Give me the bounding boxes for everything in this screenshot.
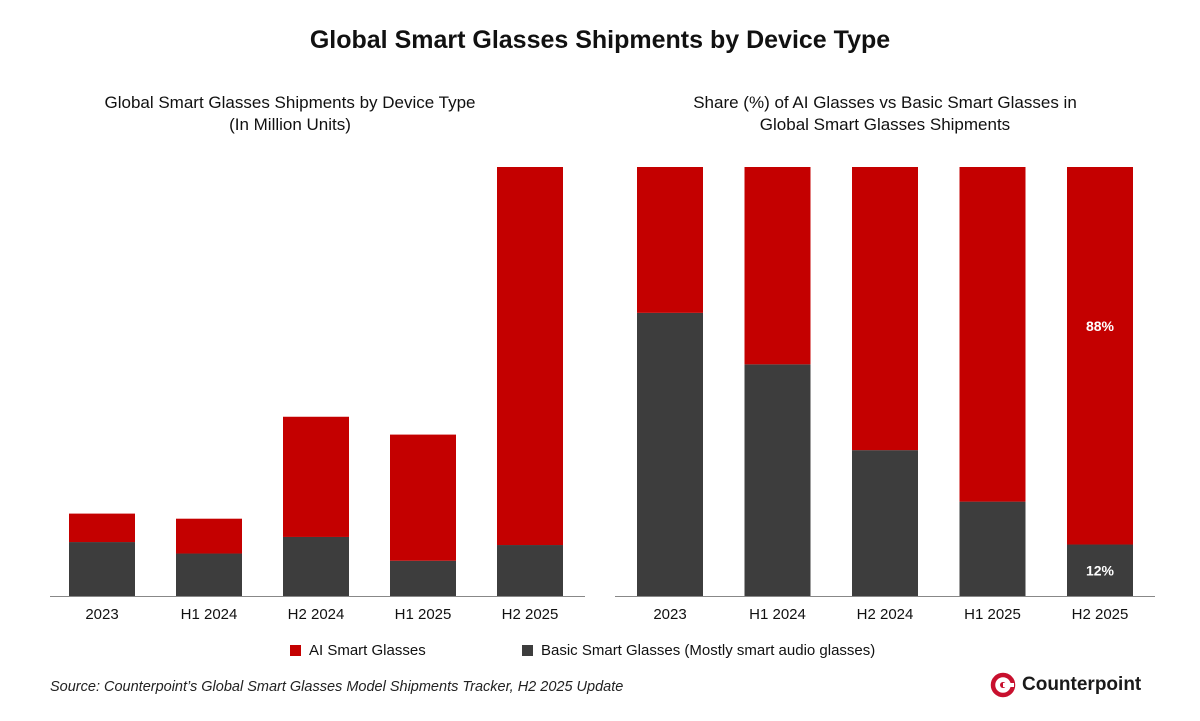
x-tick-label-1-h1-2025: H1 2025 [395, 606, 452, 623]
left-chart-title-line-2: (In Million Units) [229, 115, 351, 134]
bar-2-basic-h1-2025 [959, 501, 1026, 596]
bar-1-ai-h2-2025 [497, 167, 563, 546]
right-chart-title: Share (%) of AI Glasses vs Basic Smart G… [630, 92, 1140, 136]
legend-item-ai: AI Smart Glasses [290, 642, 426, 659]
left-chart-title: Global Smart Glasses Shipments by Device… [40, 92, 540, 136]
x-tick-label-2-h1-2025: H1 2025 [964, 606, 1021, 623]
bar-2-ai-h1-2024 [744, 167, 811, 365]
legend-swatch-ai [290, 645, 301, 656]
bar-2-basic-h1-2024 [744, 364, 811, 596]
bar-1-basic-h1-2024 [176, 553, 242, 596]
bar-1-basic-h2-2025 [497, 545, 563, 596]
bar-1-basic-h1-2025 [390, 560, 456, 596]
legend-item-basic: Basic Smart Glasses (Mostly smart audio … [522, 642, 875, 659]
right-chart-title-line-1: Share (%) of AI Glasses vs Basic Smart G… [693, 93, 1077, 112]
charts-canvas: 2023 H1 2024 H2 2024 H1 2025 H2 2025 2023 H1 2… [50, 167, 1155, 623]
bar-2-basic-h2-2025 [1067, 544, 1133, 596]
bar-1-ai-h1-2025 [390, 434, 456, 561]
x-tick-label-2-h2-2024: H2 2024 [857, 606, 914, 623]
right-chart-title-line-2: Global Smart Glasses Shipments [759, 115, 1011, 134]
bar-2-ai-h1-2025 [959, 167, 1026, 502]
bar-1-ai-h2-2024 [283, 416, 349, 537]
x-tick-label-2-2023: 2023 [653, 606, 686, 623]
legend-swatch-basic [522, 645, 533, 656]
bar-1-ai-h1-2024 [176, 518, 242, 554]
bar-2-ai-h2-2025 [1067, 167, 1133, 545]
x-tick-label-1-2023: 2023 [85, 606, 118, 623]
x-tick-label-1-h2-2025: H2 2025 [502, 606, 559, 623]
left-chart-title-line-1: Global Smart Glasses Shipments by Device… [104, 93, 476, 112]
data-label-ai-h2-2025: 88% [1086, 318, 1115, 334]
bar-1-basic-h2-2024 [283, 536, 349, 596]
x-tick-label-2-h2-2025: H2 2025 [1072, 606, 1129, 623]
bar-2-basic-h2-2024 [852, 450, 918, 596]
x-tick-label-1-h2-2024: H2 2024 [288, 606, 345, 623]
x-tick-label-2-h1-2024: H1 2024 [749, 606, 806, 623]
brand-logo: Counterpoint [990, 672, 1141, 698]
page-title: Global Smart Glasses Shipments by Device… [309, 26, 891, 54]
bar-2-ai-h2-2024 [852, 167, 918, 451]
bar-2-basic-2023 [637, 312, 703, 596]
bar-1-ai-2023 [69, 513, 135, 543]
counterpoint-logo-icon [990, 672, 1016, 698]
brand-name: Counterpoint [1022, 674, 1142, 695]
bar-2-ai-2023 [637, 167, 703, 313]
legend-label-basic: Basic Smart Glasses (Mostly smart audio … [541, 642, 876, 659]
legend-label-ai: AI Smart Glasses [309, 642, 426, 659]
source-note: Source: Counterpoint’s Global Smart Glas… [50, 679, 624, 695]
bar-1-basic-2023 [69, 542, 135, 596]
data-label-basic-h2-2025: 12% [1086, 562, 1115, 578]
x-tick-label-1-h1-2024: H1 2024 [181, 606, 238, 623]
